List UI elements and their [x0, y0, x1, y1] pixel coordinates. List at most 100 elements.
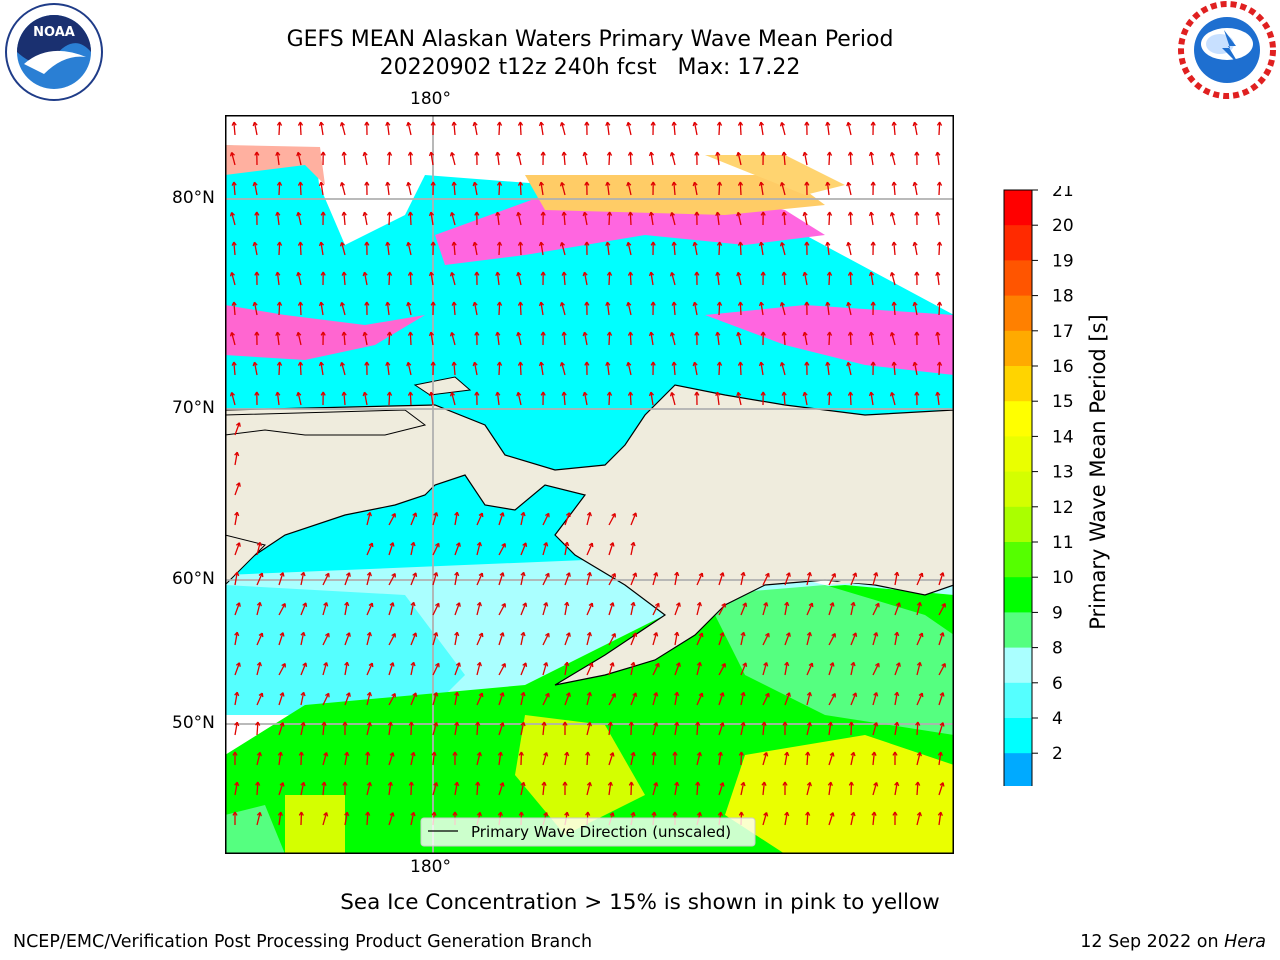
wave-arrow-head	[694, 151, 700, 156]
wave-arrow-head	[802, 271, 808, 277]
wave-arrow-head	[234, 631, 240, 637]
wave-arrow	[256, 692, 263, 706]
wave-arrow-head	[761, 721, 767, 726]
wave-arrow	[849, 211, 852, 226]
wave-arrow-head	[737, 121, 744, 126]
wave-arrow-head	[868, 391, 875, 397]
wave-arrow-head	[565, 572, 571, 577]
wave-arrow-head	[779, 361, 785, 367]
latitude-label: 60°N	[172, 569, 215, 589]
wave-arrow-head	[517, 301, 524, 306]
wave-arrow-head	[782, 721, 788, 726]
wave-arrow-head	[758, 181, 765, 187]
wave-arrow	[256, 632, 263, 646]
wave-arrow	[806, 811, 809, 826]
wave-arrow-head	[538, 301, 545, 307]
wave-arrow-head	[544, 692, 550, 698]
wave-arrow	[366, 512, 371, 526]
wave-arrow	[806, 602, 813, 616]
wave-arrow	[629, 271, 632, 286]
wave-arrow-head	[651, 811, 657, 816]
wave-arrow-head	[235, 422, 241, 427]
wave-arrow-head	[543, 602, 549, 607]
wave-arrow-head	[455, 662, 461, 667]
wave-arrow-head	[916, 661, 922, 667]
wave-arrow-head	[234, 451, 240, 457]
direction-legend: Primary Wave Direction (unscaled)	[420, 817, 756, 847]
wave-arrow-head	[565, 512, 571, 517]
wave-arrow	[542, 662, 548, 676]
wave-arrow-head	[522, 662, 528, 667]
wave-arrow-head	[605, 361, 611, 367]
wave-arrow	[278, 121, 281, 136]
wave-arrow-head	[694, 211, 700, 216]
wave-arrow	[520, 692, 525, 706]
wave-arrow-head	[433, 512, 439, 517]
wave-arrow	[606, 182, 610, 196]
wave-arrow	[608, 513, 616, 526]
colorbar-segment	[1004, 753, 1032, 786]
wave-arrow-head	[674, 721, 680, 727]
colorbar-segment	[1004, 682, 1032, 719]
legend-label: Primary Wave Direction (unscaled)	[471, 823, 731, 841]
wave-arrow-head	[627, 151, 634, 156]
wave-arrow-head	[434, 542, 440, 548]
wave-arrow	[297, 152, 302, 166]
wave-arrow	[344, 752, 348, 766]
wave-arrow	[803, 392, 808, 406]
wave-arrow	[828, 633, 836, 646]
wave-arrow	[451, 212, 456, 226]
wave-arrow-head	[449, 151, 455, 157]
wave-arrow	[652, 782, 658, 796]
wave-arrow	[432, 782, 438, 796]
wave-arrow-head	[449, 331, 455, 337]
colorbar-tick-label: 9	[1052, 603, 1063, 623]
wave-arrow	[454, 572, 458, 586]
wave-arrow	[430, 212, 434, 226]
wave-arrow	[540, 242, 544, 256]
wave-arrow-head	[586, 721, 592, 727]
wave-arrow	[870, 272, 874, 286]
wave-arrow	[564, 572, 571, 586]
wave-arrow-head	[339, 361, 345, 367]
wave-arrow	[297, 272, 302, 286]
wave-arrow	[432, 572, 438, 586]
wave-arrow-head	[430, 181, 436, 186]
wave-arrow-head	[475, 781, 481, 786]
wave-arrow-head	[561, 391, 567, 396]
wave-arrow	[542, 693, 550, 706]
wave-arrow-head	[428, 271, 435, 277]
wave-arrow	[564, 752, 568, 766]
footer-organization: NCEP/EMC/Verification Post Processing Pr…	[13, 932, 593, 952]
wave-arrow	[343, 151, 346, 166]
wave-arrow-head	[763, 812, 769, 817]
wave-arrow	[542, 782, 546, 796]
wave-arrow-head	[737, 181, 744, 186]
wave-arrow-head	[764, 692, 770, 698]
wave-arrow-head	[389, 752, 395, 757]
wave-arrow	[278, 663, 286, 676]
wave-arrow	[872, 692, 878, 706]
wave-arrow-head	[850, 601, 856, 607]
wave-arrow	[564, 632, 571, 646]
wave-arrow-head	[517, 361, 524, 366]
wave-arrow-head	[433, 632, 439, 637]
wave-arrow-head	[518, 751, 524, 756]
wave-arrow-head	[408, 721, 414, 726]
wave-arrow	[386, 122, 390, 136]
wave-arrow-head	[234, 511, 240, 517]
wave-arrow	[563, 331, 566, 346]
wave-arrow	[520, 602, 527, 616]
wave-arrow-head	[895, 662, 901, 667]
wave-arrow-head	[717, 811, 723, 817]
wave-arrow-head	[476, 601, 482, 607]
chart-title: GEFS MEAN Alaskan Waters Primary Wave Me…	[0, 26, 1180, 82]
wave-arrow-head	[846, 241, 852, 247]
wave-arrow	[806, 662, 813, 676]
wave-arrow	[542, 722, 546, 736]
wave-arrow	[234, 722, 238, 736]
wave-arrow-head	[386, 151, 393, 156]
wave-arrow	[828, 331, 831, 346]
wave-arrow-head	[936, 301, 943, 306]
wave-arrow	[586, 602, 593, 616]
